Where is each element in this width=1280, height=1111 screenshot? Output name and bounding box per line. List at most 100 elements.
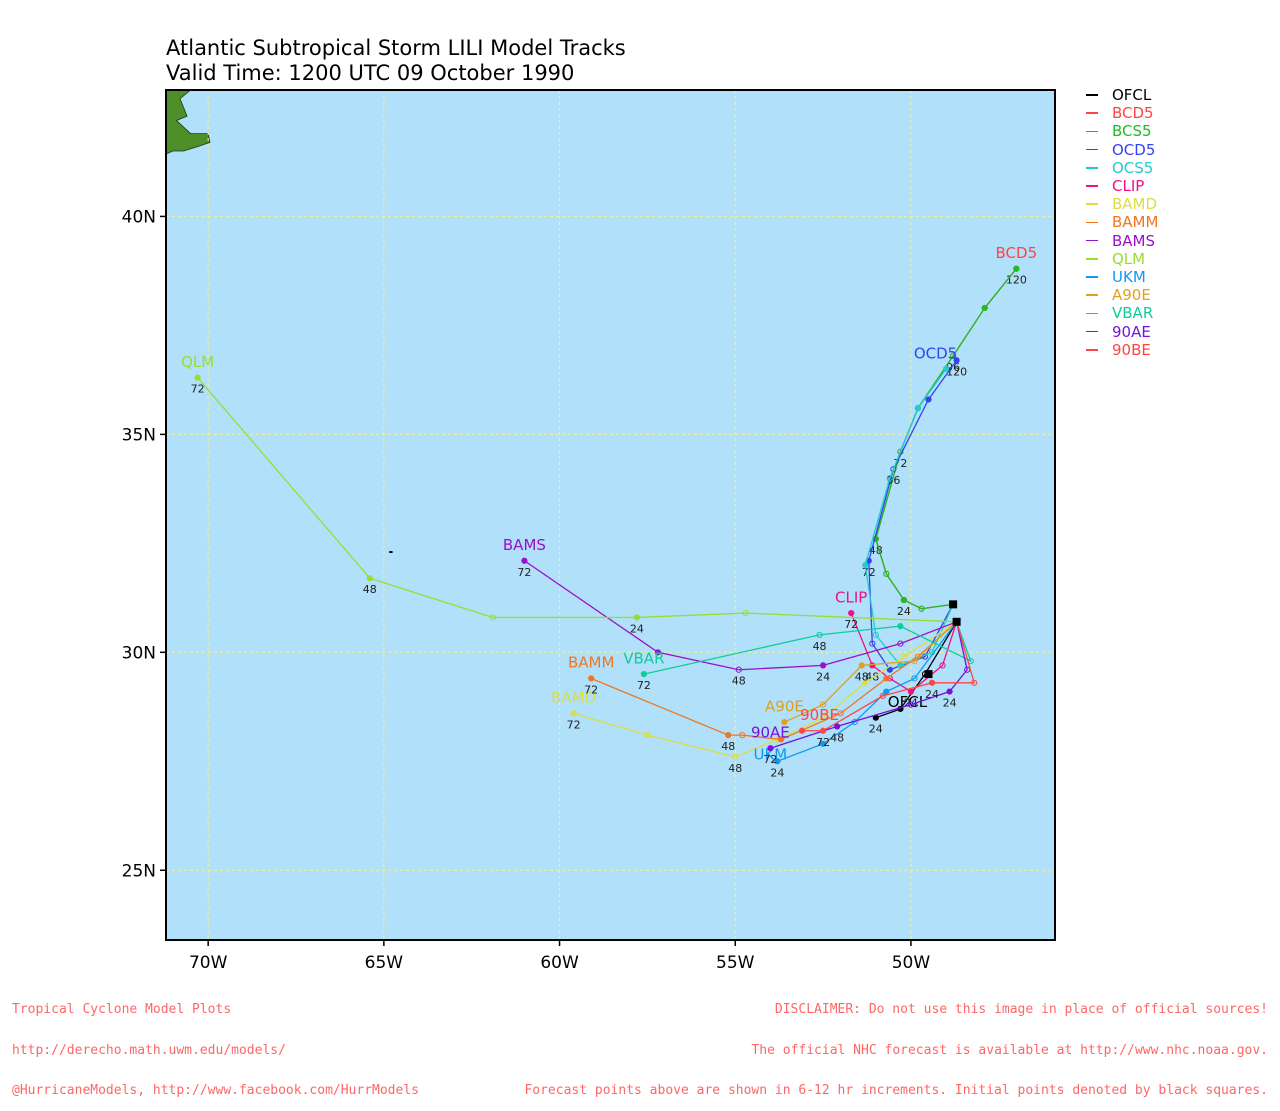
track-point (900, 653, 908, 660)
track-point (819, 662, 827, 669)
island-mark (388, 551, 393, 554)
legend-swatch (1086, 276, 1098, 278)
track-point (879, 692, 886, 699)
track-point (942, 365, 950, 373)
track-point (883, 675, 890, 682)
legend-swatch (1086, 257, 1098, 260)
legend-label: BAMM (1112, 213, 1159, 232)
forecast-hour-label: 72 (567, 718, 581, 731)
track-name-label: CLIP (835, 588, 867, 606)
track-line (864, 368, 954, 667)
track-point (781, 718, 788, 726)
track-point (971, 679, 978, 686)
track-bams: 24 48 72 BAMS (503, 536, 957, 688)
legend-label: BCS5 (1112, 122, 1152, 141)
track-ocs5 (862, 365, 954, 669)
track-point (914, 405, 922, 412)
track-point (837, 710, 844, 717)
forecast-hour-label: 24 (770, 766, 784, 779)
track-point (869, 640, 876, 647)
legend-label: 90BE (1112, 340, 1151, 359)
track-point (862, 679, 869, 686)
track-line (524, 560, 957, 671)
legend-item: VBAR (1086, 304, 1158, 322)
forecast-hour-label: 48 (855, 670, 869, 683)
forecast-hour-label: 24 (816, 670, 830, 683)
initial-point-square (924, 670, 933, 679)
track-name-label: 90BE (800, 706, 839, 724)
track-point (925, 396, 932, 403)
plot-frame (165, 89, 1056, 941)
x-tick-label: 65W (365, 953, 404, 973)
track-point (886, 666, 893, 673)
track-line (875, 268, 1017, 610)
x-tick-label: 50W (892, 953, 931, 973)
legend-item: BCD5 (1086, 104, 1158, 122)
track-point (644, 732, 651, 739)
track-point (911, 657, 918, 665)
forecast-hour-label: 24 (869, 723, 883, 736)
track-name-label: VBAR (623, 649, 664, 667)
track-name-label: BAMS (503, 536, 546, 554)
track-point (742, 609, 749, 617)
track-point (900, 596, 908, 604)
track-point (834, 723, 841, 730)
track-point (521, 557, 528, 564)
track-point (939, 662, 946, 669)
track-point (819, 714, 827, 721)
legend-item: A90E (1086, 286, 1158, 304)
track-point (489, 614, 496, 621)
track-map: 24OFCL24487296120BCD57296120OCD5244872CL… (122, 89, 1056, 973)
landmass (166, 90, 211, 155)
track-point (819, 740, 827, 747)
track-name-label: QLM (181, 353, 214, 371)
footer-credit-line[interactable]: @HurricaneModels, http://www.facebook.co… (12, 1083, 419, 1098)
track-ukm: 24 UKM (753, 621, 958, 779)
chart-title: Atlantic Subtropical Storm LILI Model Tr… (166, 36, 626, 60)
track-point (798, 727, 806, 734)
forecast-hour-label: 24 (897, 605, 911, 618)
legend-swatch (1086, 185, 1098, 187)
track-point (911, 675, 918, 682)
chart-subtitle: Valid Time: 1200 UTC 09 October 1990 (166, 61, 575, 85)
track-name-label: 90AE (751, 723, 790, 741)
legend-swatch (1086, 294, 1098, 296)
track-name-label: A90E (765, 697, 804, 715)
track-vbar: 48 72 VBAR (623, 621, 974, 692)
legend-item: QLM (1086, 250, 1158, 268)
track-point (981, 304, 988, 312)
legend-label: UKM (1112, 267, 1146, 286)
legend-item: BAMD (1086, 195, 1158, 213)
forecast-hour-label: 72 (763, 753, 777, 766)
y-tick-label: 30N (122, 643, 156, 663)
legend-label: QLM (1112, 249, 1146, 268)
forecast-hour-label: 48 (728, 762, 742, 775)
legend-swatch (1086, 167, 1098, 169)
legend-label: OFCL (1112, 86, 1152, 105)
forecast-hour-label: 72 (844, 618, 858, 631)
track-name-label: UKM (753, 745, 787, 763)
track-name-label: BCD5 (996, 244, 1038, 262)
forecast-hour-label: 72 (637, 679, 651, 692)
land-shape (166, 90, 211, 155)
legend-item: 90AE (1086, 322, 1158, 341)
footer-credit-line[interactable]: http://derecho.math.uwm.edu/models/ (12, 1042, 286, 1058)
initial-point-square (949, 600, 958, 609)
forecast-hour-label: 72 (584, 683, 598, 696)
forecast-hour-label: 24 (630, 622, 644, 635)
track-point (725, 732, 732, 739)
legend-label: BAMD (1112, 195, 1158, 214)
disclaimer-line: DISCLAIMER: Do not use this image in pla… (774, 1002, 1268, 1017)
track-point (570, 710, 577, 717)
legend-item: UKM (1086, 268, 1158, 286)
forecast-hour-label: 72 (816, 736, 830, 749)
track-point (953, 357, 960, 364)
track-point (883, 688, 890, 695)
initial-point-square (952, 617, 961, 626)
legend-label: VBAR (1112, 304, 1154, 323)
track-point (739, 732, 746, 739)
legend-label: CLIP (1112, 177, 1145, 196)
track-point (946, 688, 953, 695)
legend-swatch (1086, 330, 1098, 333)
track-point (883, 570, 890, 577)
